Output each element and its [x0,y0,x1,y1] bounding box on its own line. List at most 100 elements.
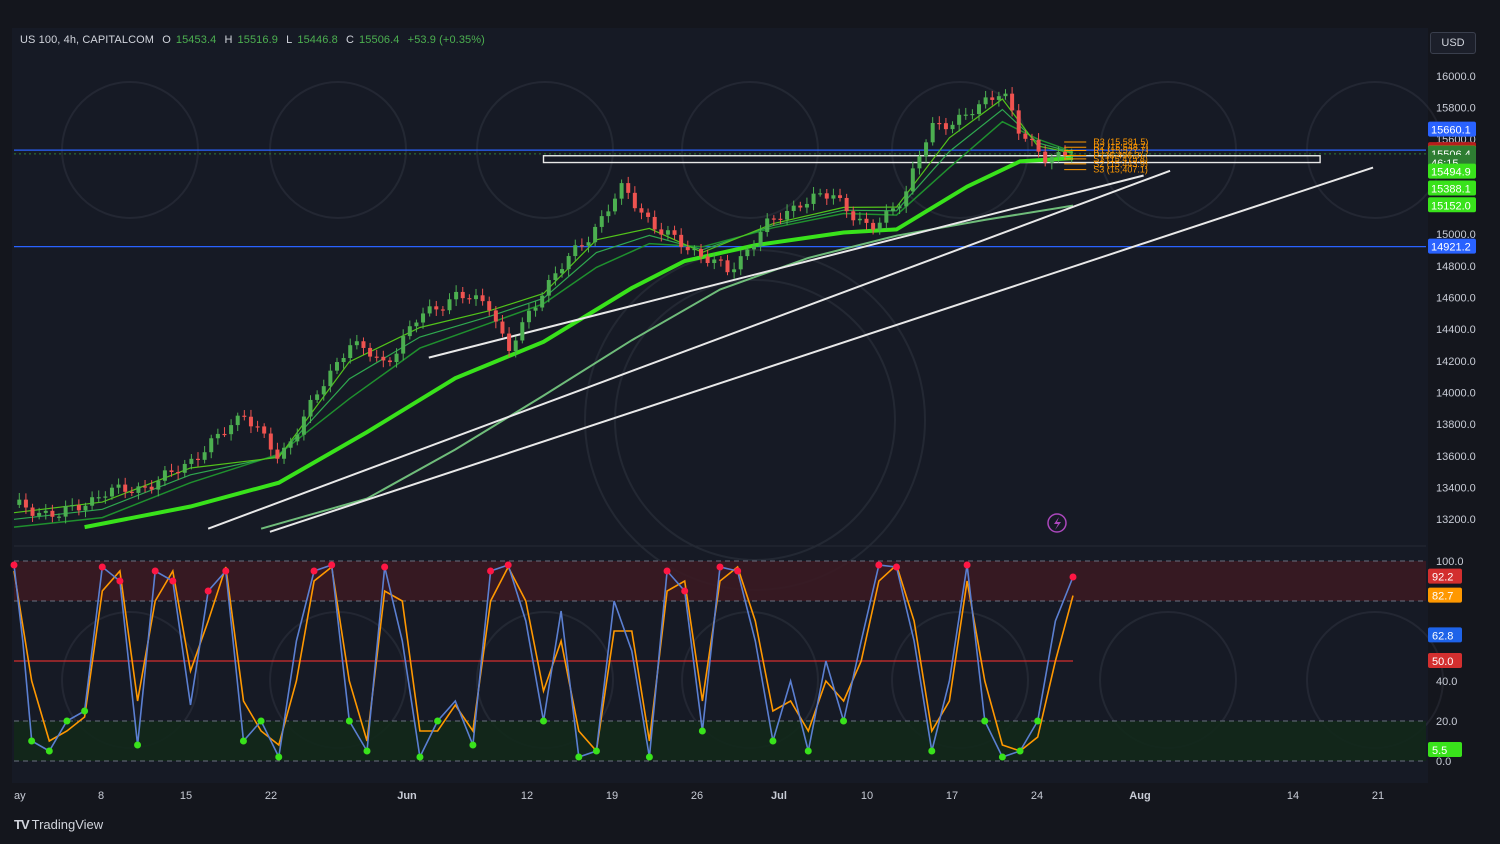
stoch-overbought-marker [875,561,883,569]
candle-body [90,497,95,506]
candle-body [57,516,62,518]
symbol-legend: US 100, 4h, CAPITALCOM O 15453.4 H 15516.9… [20,34,490,46]
candle-body [785,210,790,220]
stoch-axis-tick: 0.0 [1436,756,1451,768]
candle-body [460,291,465,299]
candle-body [877,222,882,230]
candle-body [262,426,267,434]
candle-body [864,218,869,223]
stoch-overbought-marker [487,567,495,575]
candle-body [1029,138,1034,140]
candle-body [811,193,816,204]
tradingview-logo[interactable]: TV TradingView [14,817,103,832]
candle-body [818,193,823,195]
stoch-tag-label: 82.7 [1432,591,1453,603]
price-axis-tick: 15800.0 [1436,102,1476,114]
pivot-label: S2 (15,443.9) [1093,159,1148,169]
candle-body [354,341,359,346]
stoch-oversold-marker [434,717,442,725]
candle-body [480,295,485,302]
candle-body [924,142,929,157]
stoch-oversold-marker [28,737,36,745]
candle-body [712,259,717,264]
candle-body [143,486,148,488]
price-tag-bg [1428,121,1476,137]
time-axis-tick: Aug [1129,790,1150,802]
candle-body [268,433,273,450]
candle-body [884,211,889,223]
stoch-tag-bg [1428,627,1462,643]
oversold-zone [14,721,1426,761]
price-axis-tick: 15000.0 [1436,229,1476,241]
price-axis-tick: 16000.0 [1436,71,1476,83]
candle-body [315,394,320,400]
candle-body [930,122,935,143]
stoch-oversold-marker [804,747,812,755]
candle-body [917,156,922,169]
stoch-overbought-marker [1069,573,1077,581]
time-axis-tick: ay [14,790,26,802]
stoch-oversold-marker [345,717,353,725]
stoch-overbought-marker [10,561,18,569]
stoch-overbought-marker [504,561,512,569]
low-label: L [286,34,293,46]
candle-body [295,434,300,442]
stoch-oversold-marker [469,741,477,749]
pivot-label: R3 (15,581.5) [1093,137,1148,147]
time-axis-tick: 14 [1287,790,1299,802]
candle-body [500,321,505,334]
candle-body [765,218,770,233]
stoch-tag-bg [1428,587,1462,603]
candle-body [990,97,995,100]
price-axis-tick: 13600.0 [1436,451,1476,463]
candle-body [593,226,598,243]
candle-body [394,353,399,363]
stoch-oversold-marker [45,747,53,755]
time-axis-tick: 19 [606,790,618,802]
price-tag-label: 15660.1 [1431,125,1471,137]
stoch-overbought-marker [663,567,671,575]
candle-body [738,256,743,270]
price-axis-tick: 14800.0 [1436,261,1476,273]
candle-body [791,205,796,211]
stoch-overbought-marker [328,561,336,569]
candle-body [672,230,677,235]
price-tag-bg [1428,163,1476,179]
candle-body [414,322,419,327]
stoch-overbought-marker [116,577,124,585]
candle-body [30,507,35,516]
time-axis-tick: 21 [1372,790,1384,802]
pivot-label: S1 (15,475.3) [1093,154,1148,164]
price-axis-tick: 14400.0 [1436,324,1476,336]
candle-body [248,416,253,427]
low-value: 15446.8 [297,34,338,46]
stoch-oversold-marker [998,753,1006,761]
symbol-title[interactable]: US 100, 4h, CAPITALCOM [20,34,155,46]
candle-body [328,370,333,387]
stoch-oversold-marker [928,747,936,755]
candle-body [751,245,756,250]
candle-body [838,195,843,198]
range-box [542,155,1321,164]
candle-body [507,333,512,352]
candle-body [282,447,287,459]
currency-button[interactable]: USD [1430,32,1476,54]
price-tag-label: 15152.0 [1431,200,1471,212]
candle-body [215,433,220,439]
stoch-oversold-marker [575,753,583,761]
time-axis-tick: 8 [98,790,104,802]
candle-body [116,484,121,488]
candle-body [844,197,849,212]
price-tag-label: 15494.9 [1431,167,1471,179]
lightning-circle [1047,513,1067,533]
candle-body [43,510,48,513]
candle-body [560,269,565,274]
pivot-label: R1 (15,527.7) [1093,146,1148,156]
stoch-oversold-marker [840,717,848,725]
candle-body [70,505,75,507]
candle-body [401,336,406,354]
candle-body [1003,93,1008,97]
stoch-overbought-marker [222,567,230,575]
candle-body [857,218,862,221]
